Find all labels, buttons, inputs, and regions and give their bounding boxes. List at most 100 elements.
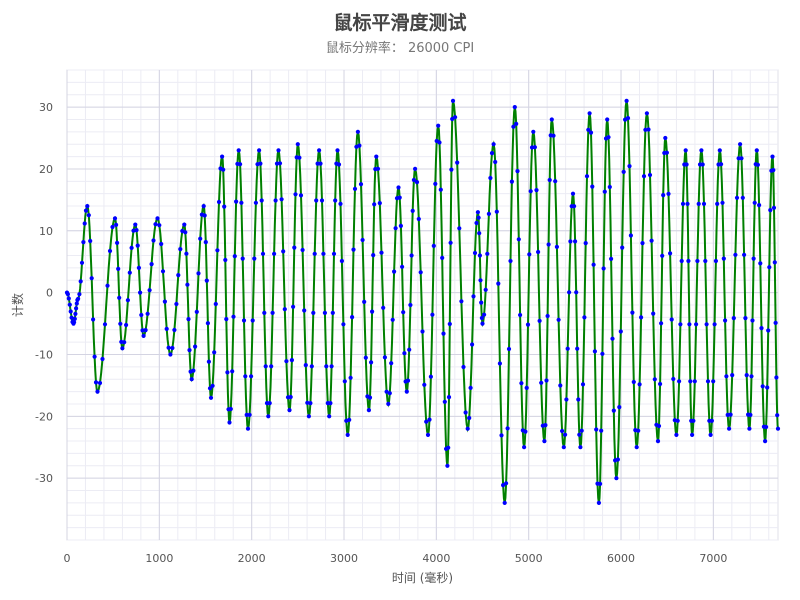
data-point bbox=[522, 445, 527, 450]
data-point bbox=[518, 312, 523, 318]
data-point bbox=[193, 344, 198, 349]
data-point bbox=[143, 328, 148, 333]
data-point bbox=[284, 359, 289, 364]
data-point bbox=[306, 414, 311, 419]
data-point bbox=[250, 318, 255, 323]
data-point bbox=[95, 389, 100, 394]
data-point bbox=[624, 98, 629, 103]
data-point bbox=[728, 412, 733, 417]
data-point bbox=[600, 351, 605, 356]
data-point bbox=[324, 364, 329, 369]
data-point bbox=[544, 378, 549, 383]
data-point bbox=[467, 415, 472, 421]
data-point bbox=[252, 256, 257, 261]
data-point bbox=[318, 161, 323, 166]
data-point bbox=[386, 401, 391, 406]
data-point bbox=[245, 426, 251, 431]
data-point bbox=[747, 426, 752, 431]
data-point bbox=[499, 433, 504, 438]
data-point bbox=[766, 328, 771, 333]
data-point bbox=[234, 199, 239, 204]
data-point bbox=[134, 228, 139, 233]
data-point bbox=[588, 130, 594, 135]
data-point bbox=[775, 426, 781, 431]
data-point bbox=[482, 312, 487, 317]
data-point bbox=[609, 256, 614, 261]
data-point bbox=[564, 397, 569, 402]
data-point bbox=[138, 290, 143, 295]
data-point bbox=[441, 331, 446, 336]
data-point bbox=[298, 193, 304, 198]
data-point bbox=[384, 389, 389, 394]
data-point bbox=[572, 204, 577, 209]
data-point bbox=[375, 166, 381, 171]
chart-title: 鼠标平滑度测试 bbox=[333, 12, 467, 34]
data-point bbox=[350, 315, 355, 320]
data-point bbox=[164, 326, 169, 331]
tick-labels: 0 1000 2000 3000 4000 5000 6000 7000 -30 -20 -10 0 1… bbox=[35, 101, 727, 565]
data-point bbox=[135, 243, 140, 248]
data-point bbox=[194, 309, 199, 314]
data-point bbox=[542, 439, 547, 444]
data-point bbox=[222, 204, 227, 209]
data-point bbox=[210, 383, 215, 388]
data-point bbox=[561, 445, 566, 450]
data-point bbox=[428, 374, 433, 379]
data-point bbox=[120, 346, 125, 351]
data-point bbox=[699, 148, 704, 153]
data-point bbox=[81, 240, 86, 245]
data-point bbox=[97, 380, 103, 386]
data-point bbox=[723, 318, 728, 323]
data-point bbox=[162, 299, 167, 304]
data-point bbox=[68, 309, 73, 314]
data-point bbox=[302, 308, 307, 313]
data-point bbox=[437, 140, 442, 145]
data-point bbox=[76, 296, 81, 301]
data-point bbox=[77, 292, 82, 297]
data-point bbox=[459, 299, 464, 304]
data-point bbox=[289, 358, 294, 363]
data-point bbox=[400, 264, 405, 269]
data-point bbox=[371, 253, 376, 258]
data-point bbox=[453, 115, 458, 120]
data-point bbox=[546, 242, 551, 247]
data-point bbox=[258, 161, 263, 166]
data-point bbox=[705, 379, 711, 384]
data-point bbox=[610, 336, 615, 341]
data-point bbox=[221, 167, 226, 172]
data-point bbox=[351, 247, 356, 252]
data-point bbox=[461, 364, 466, 370]
data-point bbox=[479, 315, 484, 321]
data-point bbox=[201, 204, 206, 209]
data-point bbox=[145, 311, 150, 316]
data-point bbox=[765, 385, 770, 390]
data-point bbox=[621, 169, 626, 174]
data-point bbox=[425, 432, 431, 437]
data-point bbox=[668, 251, 673, 256]
data-point bbox=[446, 445, 451, 450]
data-point bbox=[282, 307, 287, 312]
data-point bbox=[504, 481, 509, 486]
data-point bbox=[436, 123, 441, 128]
data-point bbox=[478, 278, 483, 283]
data-point bbox=[392, 269, 397, 274]
data-point bbox=[409, 253, 414, 258]
data-point bbox=[470, 342, 475, 347]
data-point bbox=[309, 364, 314, 369]
data-point bbox=[703, 258, 708, 264]
data-point bbox=[570, 191, 576, 196]
data-point bbox=[690, 432, 695, 437]
data-point bbox=[260, 251, 266, 256]
grid bbox=[66, 69, 779, 541]
data-point bbox=[117, 295, 122, 300]
y-tick-label: -30 bbox=[35, 472, 53, 485]
data-point bbox=[640, 241, 645, 246]
data-point bbox=[771, 168, 776, 173]
data-point bbox=[74, 301, 79, 306]
data-point bbox=[532, 145, 538, 150]
data-point bbox=[574, 290, 579, 295]
data-point bbox=[554, 244, 560, 249]
data-point bbox=[424, 419, 429, 424]
data-point bbox=[335, 148, 340, 153]
data-point bbox=[72, 320, 77, 325]
